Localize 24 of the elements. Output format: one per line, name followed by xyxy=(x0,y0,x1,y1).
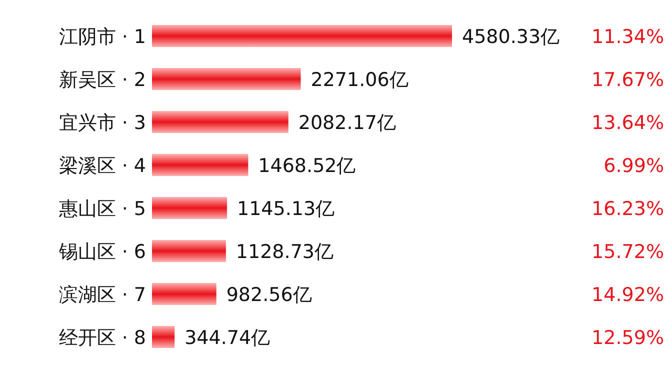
text: 6.99% xyxy=(604,155,664,177)
y-tick-label: 锡山区 · 6 xyxy=(58,241,146,263)
y-tick-label: 经开区 · 8 xyxy=(58,327,146,349)
text: 14.92% xyxy=(592,284,664,306)
data-label: 2271.06亿 xyxy=(310,69,408,91)
text: 16.23% xyxy=(592,198,664,220)
data-label: 982.56亿 xyxy=(226,284,312,306)
data-label: 4580.33亿 xyxy=(462,26,560,48)
data-label: 1145.13亿 xyxy=(237,198,335,220)
y-tick-label: 江阴市 · 1 xyxy=(58,26,146,48)
text: 13.64% xyxy=(592,112,664,134)
y-tick-label: 宜兴市 · 3 xyxy=(58,112,146,134)
text: 15.72% xyxy=(592,241,664,263)
data-label: 1468.52亿 xyxy=(258,155,356,177)
text: 17.67% xyxy=(592,69,664,91)
data-label: 1128.73亿 xyxy=(236,241,334,263)
y-tick-label: 新吴区 · 2 xyxy=(58,69,146,91)
text: 12.59% xyxy=(592,327,664,349)
y-tick-label: 梁溪区 · 4 xyxy=(58,155,146,177)
text: 11.34% xyxy=(592,26,664,48)
data-label: 344.74亿 xyxy=(184,327,270,349)
data-label: 2082.17亿 xyxy=(298,112,396,134)
y-tick-label: 惠山区 · 5 xyxy=(58,198,146,220)
y-tick-label: 滨湖区 · 7 xyxy=(58,284,146,306)
